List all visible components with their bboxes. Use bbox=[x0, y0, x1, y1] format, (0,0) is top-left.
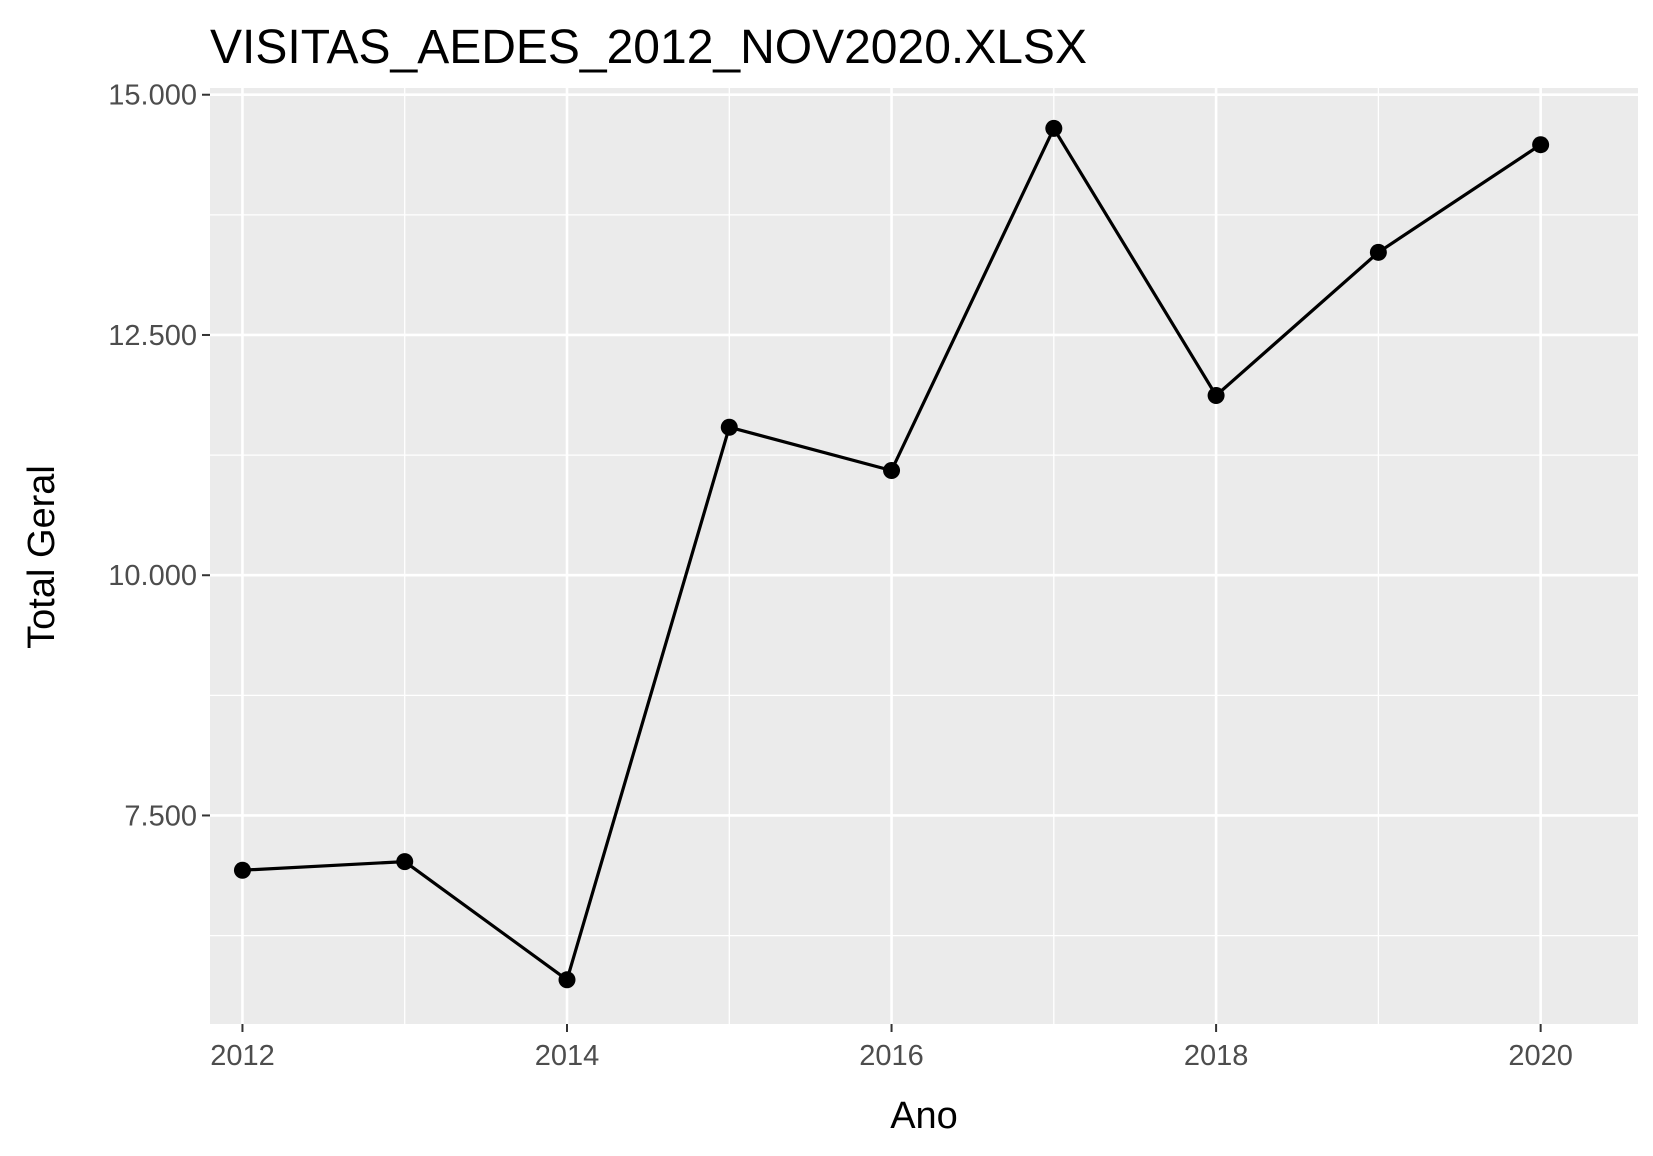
series-layer bbox=[233, 119, 1550, 989]
y-tick-label: 7.500 bbox=[124, 800, 197, 832]
data-point bbox=[1045, 119, 1063, 137]
x-tick-label: 2016 bbox=[859, 1040, 924, 1072]
y-axis-title: Total Geral bbox=[21, 465, 63, 649]
y-tick-label: 10.000 bbox=[108, 560, 197, 592]
data-point bbox=[883, 461, 901, 479]
x-tick-label: 2014 bbox=[535, 1040, 600, 1072]
x-tick-label: 2012 bbox=[210, 1040, 275, 1072]
data-point bbox=[233, 861, 251, 879]
axes: 2012 2014 2016 2018 2020 7.500 10.000 12.500 15.… bbox=[108, 80, 1573, 1072]
x-tick-label: 2020 bbox=[1508, 1040, 1573, 1072]
data-point bbox=[720, 418, 738, 436]
x-tick-label: 2018 bbox=[1184, 1040, 1249, 1072]
x-axis-title: Ano bbox=[890, 1095, 958, 1137]
data-point bbox=[1532, 136, 1550, 154]
data-point bbox=[558, 971, 576, 989]
data-point bbox=[1207, 387, 1225, 405]
data-point bbox=[396, 853, 414, 871]
chart-title: VISITAS_AEDES_2012_NOV2020.XLSX bbox=[210, 21, 1087, 74]
y-tick-label: 15.000 bbox=[108, 80, 197, 112]
grid-lines bbox=[210, 88, 1638, 1024]
y-tick-label: 12.500 bbox=[108, 320, 197, 352]
plot-panel bbox=[210, 88, 1638, 1024]
data-point bbox=[1369, 243, 1387, 261]
